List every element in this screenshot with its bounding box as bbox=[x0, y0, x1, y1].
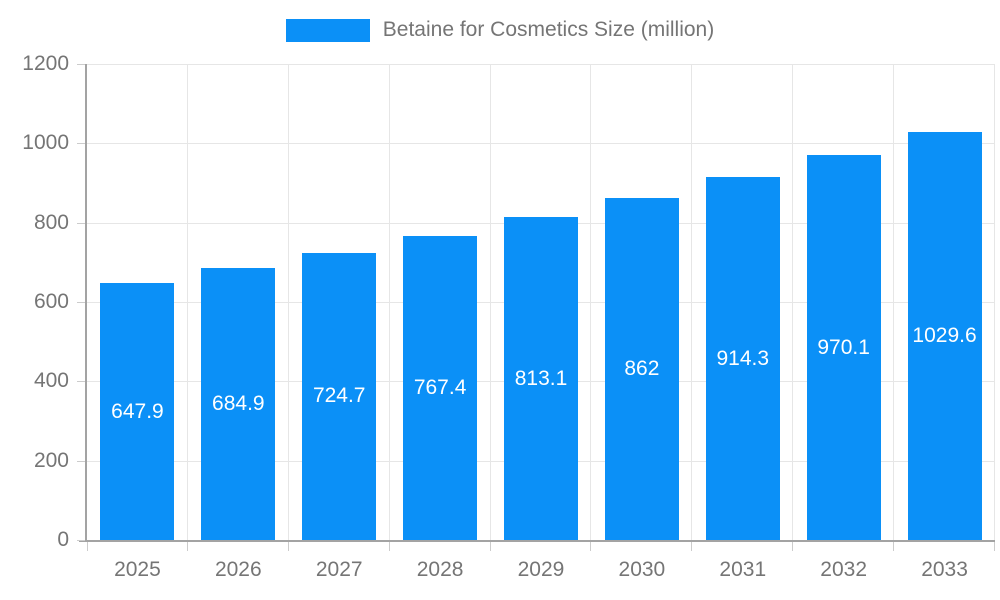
x-tick-mark bbox=[388, 542, 390, 551]
x-axis-tick-label: 2027 bbox=[315, 558, 363, 581]
legend-label: Betaine for Cosmetics Size (million) bbox=[382, 18, 715, 41]
x-gridline bbox=[590, 64, 592, 540]
y-tick-mark bbox=[77, 64, 85, 65]
x-axis-tick-label: 2026 bbox=[214, 558, 262, 581]
y-axis-tick-label: 400 bbox=[33, 369, 69, 393]
plot-area: 0 200 400 600 800 1000 1200 647.9 2025 684.9 2026 7… bbox=[22, 52, 995, 581]
x-gridline bbox=[691, 64, 693, 540]
bar-value-label: 724.7 bbox=[312, 384, 366, 408]
bar-value-label: 862 bbox=[624, 357, 660, 381]
y-gridline bbox=[87, 64, 995, 65]
y-axis-tick-label: 1000 bbox=[22, 131, 69, 155]
x-axis-tick-label: 2032 bbox=[820, 558, 868, 581]
x-gridline bbox=[792, 64, 794, 540]
y-tick-mark bbox=[77, 143, 85, 145]
y-axis-line bbox=[85, 64, 87, 540]
x-tick-mark bbox=[87, 542, 88, 551]
bar[interactable]: 767.4 bbox=[403, 235, 478, 540]
y-gridline bbox=[87, 143, 995, 145]
bar-value-label: 684.9 bbox=[212, 392, 265, 416]
x-tick-mark bbox=[893, 542, 895, 551]
y-tick-mark bbox=[77, 460, 85, 462]
y-axis-tick-label: 0 bbox=[57, 528, 69, 551]
bar-value-label: 914.3 bbox=[716, 346, 770, 370]
x-gridline bbox=[994, 64, 995, 540]
bar[interactable]: 724.7 bbox=[302, 252, 377, 540]
bar[interactable]: 862 bbox=[604, 198, 679, 540]
y-axis-tick-label: 600 bbox=[33, 290, 69, 313]
y-axis-tick-label: 200 bbox=[33, 448, 69, 472]
x-tick-mark bbox=[489, 542, 491, 551]
x-tick-mark bbox=[590, 542, 592, 551]
x-gridline bbox=[287, 64, 289, 540]
bar[interactable]: 914.3 bbox=[705, 177, 780, 540]
bar[interactable]: 1029.6 bbox=[907, 131, 982, 540]
bar[interactable]: 647.9 bbox=[100, 283, 175, 540]
x-axis-line bbox=[79, 540, 995, 542]
x-gridline bbox=[893, 64, 895, 540]
y-axis-tick-label: 800 bbox=[33, 210, 69, 234]
x-tick-mark bbox=[186, 542, 188, 551]
x-tick-mark bbox=[792, 542, 794, 551]
x-tick-mark bbox=[994, 542, 995, 551]
x-tick-mark bbox=[287, 542, 289, 551]
bar-value-label: 767.4 bbox=[413, 375, 467, 399]
bar[interactable]: 970.1 bbox=[806, 155, 881, 540]
y-tick-mark bbox=[77, 302, 85, 303]
x-axis-tick-label: 2028 bbox=[416, 558, 464, 581]
legend-swatch-icon bbox=[285, 18, 370, 42]
x-axis-tick-label: 2031 bbox=[719, 558, 767, 581]
y-axis-tick-label: 1200 bbox=[22, 52, 69, 75]
x-axis-tick-label: 2030 bbox=[618, 558, 666, 581]
y-tick-mark bbox=[77, 222, 85, 224]
x-axis-tick-label: 2025 bbox=[114, 558, 161, 581]
bar-value-label: 970.1 bbox=[817, 335, 870, 359]
bar-value-label: 647.9 bbox=[111, 399, 164, 423]
x-axis-tick-label: 2033 bbox=[921, 558, 968, 581]
legend[interactable]: Betaine for Cosmetics Size (million) bbox=[0, 18, 1000, 42]
x-axis-tick-label: 2029 bbox=[517, 558, 565, 581]
y-tick-mark bbox=[77, 381, 85, 383]
x-gridline bbox=[186, 64, 188, 540]
x-gridline bbox=[388, 64, 390, 540]
bar[interactable]: 684.9 bbox=[201, 268, 276, 540]
bar-value-label: 1029.6 bbox=[912, 323, 977, 347]
x-gridline bbox=[489, 64, 491, 540]
bar[interactable]: 813.1 bbox=[504, 217, 578, 540]
y-tick-mark bbox=[77, 540, 85, 541]
bar-value-label: 813.1 bbox=[514, 366, 568, 390]
x-tick-mark bbox=[691, 542, 693, 551]
